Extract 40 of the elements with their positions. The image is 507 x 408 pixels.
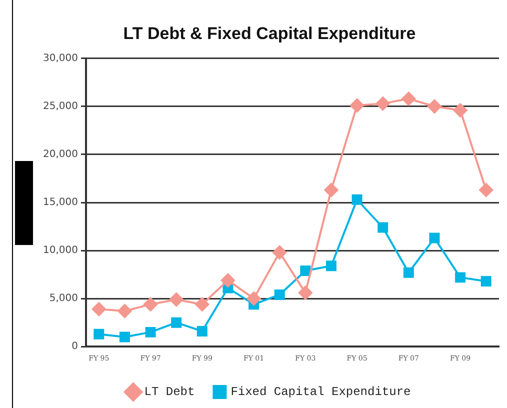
point <box>376 96 390 111</box>
y-tick-label: 5,000 <box>49 293 78 304</box>
point <box>352 194 362 205</box>
point <box>402 92 416 106</box>
point <box>145 326 156 338</box>
point <box>300 265 311 276</box>
y-tick-label: 20,000 <box>42 149 78 160</box>
point <box>171 317 182 328</box>
point <box>274 289 285 300</box>
point <box>92 302 106 316</box>
y-tick-label: 25,000 <box>42 101 78 112</box>
y-tick-label: 10,000 <box>42 245 78 256</box>
point <box>195 297 210 312</box>
point <box>403 267 414 278</box>
point <box>429 232 440 244</box>
point <box>118 304 132 318</box>
point <box>272 245 287 260</box>
point <box>144 297 158 312</box>
point <box>455 272 466 283</box>
point <box>196 326 208 336</box>
point <box>427 99 442 114</box>
point <box>169 292 184 307</box>
point <box>350 98 364 112</box>
chart-title: LT Debt & Fixed Capital Expenditure <box>123 24 416 43</box>
point <box>298 286 312 300</box>
point <box>324 183 338 198</box>
point <box>479 183 494 198</box>
y-tick-label: 15,000 <box>42 197 78 208</box>
point <box>453 103 468 118</box>
point <box>220 273 235 288</box>
point <box>246 292 261 306</box>
point <box>480 276 492 287</box>
point <box>326 260 336 272</box>
y-tick-label: 0 <box>72 341 78 352</box>
point <box>378 222 388 233</box>
y-tick-label: 30,000 <box>42 52 78 64</box>
point <box>119 332 130 342</box>
point <box>94 328 104 340</box>
legend-label: LT Debt <box>144 385 195 400</box>
legend-label: Fixed Capital Expenditure <box>230 385 411 400</box>
